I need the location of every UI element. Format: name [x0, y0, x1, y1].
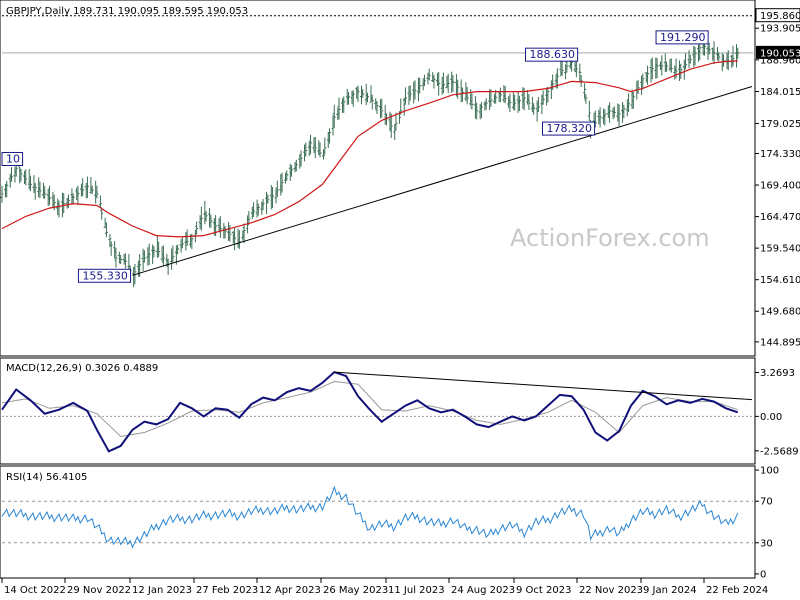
price-axis-label: 154.610 [760, 275, 800, 286]
callout-label: 10 [6, 152, 20, 165]
x-axis-label: 22 Feb 2024 [706, 585, 768, 596]
x-axis-label: 9 Jan 2024 [643, 585, 697, 596]
macd-signal-line [1, 380, 738, 438]
callout-label: 188.630 [530, 48, 576, 61]
callout-box [1, 151, 24, 166]
rsi-plot [1, 485, 753, 549]
x-axis-label: 24 Aug 2023 [451, 585, 515, 596]
last-price-label: 190.053 [760, 48, 800, 59]
rsi-axis-label: 0 [760, 569, 766, 580]
price-axis-label: 184.015 [760, 87, 800, 98]
rsi-axis-label: 100 [760, 466, 779, 477]
price-trendline [132, 86, 753, 276]
x-axis-label: 12 Jan 2023 [132, 585, 192, 596]
price-title: GBPJPY,Daily 189.731 190.095 189.595 190… [6, 6, 248, 17]
rsi-panel [0, 465, 756, 579]
resistance-label: 195.860 [760, 11, 800, 22]
price-axis-label: 159.540 [760, 244, 800, 255]
x-axis-label: 12 Apr 2023 [259, 585, 321, 596]
x-axis-label: 9 Oct 2023 [516, 585, 571, 596]
x-axis-label: 14 Oct 2022 [4, 585, 66, 596]
rsi-axis-label: 70 [760, 497, 773, 508]
callout-box [77, 268, 132, 283]
macd-trendline [334, 371, 753, 401]
price-axis-label: 164.470 [760, 212, 800, 223]
x-axis-label: 22 Nov 2023 [579, 585, 643, 596]
price-axis-label: 188.960 [760, 55, 800, 66]
macd-axis-label: 0.00 [760, 412, 782, 423]
macd-line [1, 370, 739, 453]
price-axis-label: 174.330 [760, 149, 800, 160]
rsi-title: RSI(14) 56.4105 [6, 472, 87, 483]
x-axis-label: 29 Nov 2022 [67, 585, 131, 596]
macd-axis-label: -2.5689 [760, 446, 799, 457]
macd-axis-label: 3.2693 [760, 368, 795, 379]
x-axis-label: 26 May 2023 [323, 585, 388, 596]
price-axis-label: 193.905 [760, 24, 800, 35]
x-axis-label: 27 Feb 2023 [196, 585, 258, 596]
price-axis-label: 169.400 [760, 181, 800, 192]
rsi-axis-label: 30 [760, 538, 773, 549]
watermark: ActionForex.com [510, 224, 710, 252]
price-plot: 10 155.330 188.630 178.320 191.290 [0, 15, 753, 288]
callout-label: 155.330 [82, 269, 128, 282]
axes: 195.860 193.905 188.960 184.015 179.025 174.3… [1, 8, 800, 596]
macd-title: MACD(12,26,9) 0.3026 0.4889 [6, 363, 158, 374]
price-axis-label: 149.680 [760, 307, 800, 318]
moving-average-line [1, 60, 738, 238]
callout-label: 191.290 [660, 31, 706, 44]
callout-box [655, 30, 709, 45]
price-axis-label: 144.895 [760, 337, 800, 348]
x-axis-label: 11 Jul 2023 [388, 585, 445, 596]
callout-box [525, 47, 579, 62]
macd-plot [1, 370, 753, 453]
last-price-box [756, 45, 800, 59]
resistance-box [755, 8, 800, 23]
rsi-line [1, 485, 739, 549]
callout-label: 178.320 [547, 122, 593, 135]
callout-box [542, 121, 596, 136]
price-axis-label: 179.025 [760, 119, 800, 130]
price-panel [0, 0, 756, 357]
